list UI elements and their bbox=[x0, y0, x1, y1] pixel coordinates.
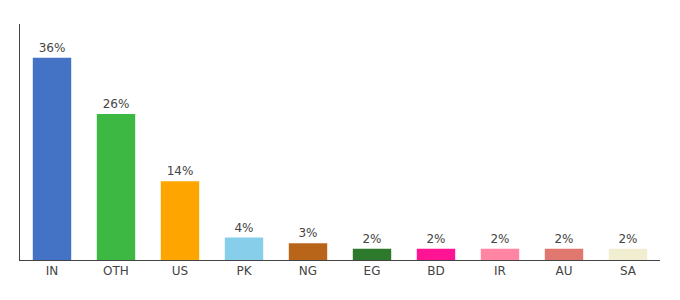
svg-text:IN: IN bbox=[46, 264, 59, 278]
svg-text:14%: 14% bbox=[167, 164, 194, 178]
svg-text:26%: 26% bbox=[103, 97, 130, 111]
svg-text:2%: 2% bbox=[426, 232, 445, 246]
svg-text:NG: NG bbox=[299, 264, 317, 278]
svg-text:IR: IR bbox=[494, 264, 506, 278]
svg-text:BD: BD bbox=[427, 264, 444, 278]
svg-text:2%: 2% bbox=[490, 232, 509, 246]
svg-text:US: US bbox=[172, 264, 188, 278]
svg-text:SA: SA bbox=[620, 264, 637, 278]
svg-text:36%: 36% bbox=[39, 41, 66, 55]
svg-text:EG: EG bbox=[364, 264, 381, 278]
svg-text:PK: PK bbox=[236, 264, 252, 278]
svg-text:2%: 2% bbox=[554, 232, 573, 246]
svg-text:2%: 2% bbox=[618, 232, 637, 246]
svg-text:OTH: OTH bbox=[103, 264, 129, 278]
svg-text:AU: AU bbox=[556, 264, 573, 278]
svg-text:4%: 4% bbox=[234, 221, 253, 235]
svg-text:2%: 2% bbox=[362, 232, 381, 246]
svg-text:3%: 3% bbox=[298, 226, 317, 240]
